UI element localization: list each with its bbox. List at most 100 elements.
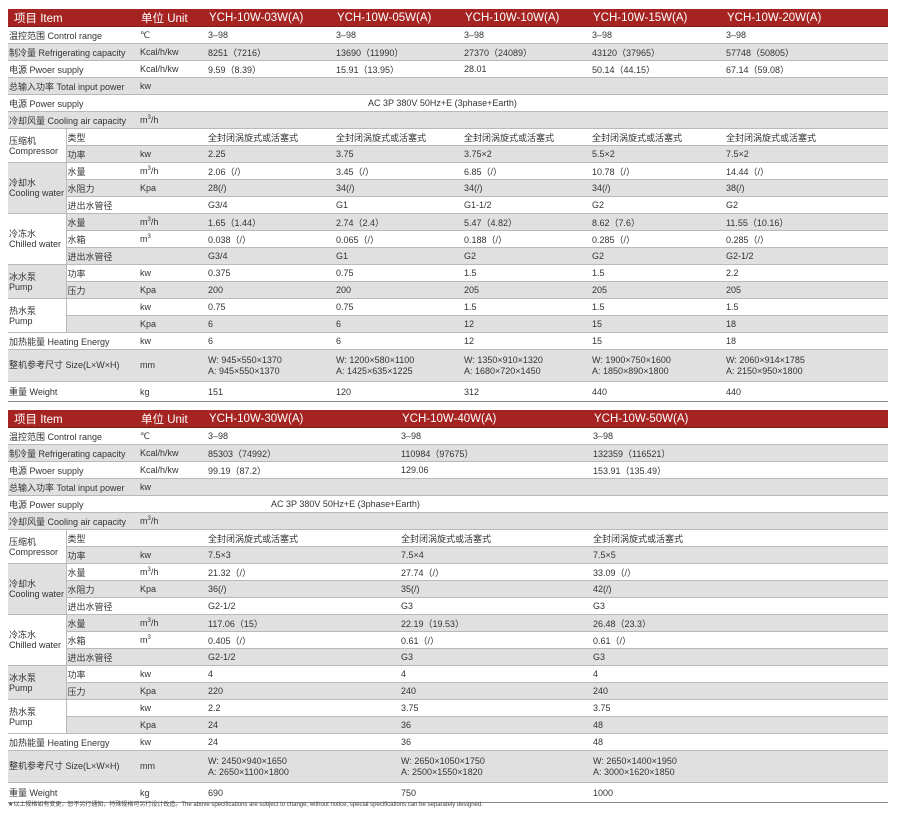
row-value	[723, 111, 888, 129]
row-value: 15	[589, 332, 723, 350]
row-value: 3–98	[589, 26, 723, 44]
row-value: 7.5×2	[723, 145, 888, 163]
row-value: G2	[723, 196, 888, 214]
row-label: 电源 Power supply	[8, 94, 138, 112]
group-label-en: Pump	[9, 682, 33, 693]
row-value: G2-1/2	[205, 597, 398, 615]
row-sub-label: 进出水管径	[66, 597, 138, 615]
row-value	[398, 512, 590, 530]
table-row: 压缩机 Compressor 类型 全封闭涡旋式或活塞式 全封闭涡旋式或活塞式 全封闭涡旋…	[8, 128, 888, 163]
row-group-label: 压缩机 Compressor	[8, 529, 67, 564]
table-row: 功率 kw 7.5×3 7.5×4 7.5×5	[8, 546, 888, 564]
table-header-row: 项目 Item 单位 Unit YCH-10W-03W(A) YCH-10W-05W(…	[8, 9, 888, 27]
row-value: 1000	[590, 782, 888, 803]
table-row: 重量 Weight kg 690 750 1000	[8, 782, 888, 803]
row-value: 全封闭涡旋式或活塞式	[398, 529, 590, 547]
table-row: 水箱 m3 0.405（/） 0.61（/） 0.61（/）	[8, 631, 888, 649]
header-model: YCH-10W-40W(A)	[398, 410, 590, 428]
row-group-label: 冰水泵 Pump	[8, 264, 67, 299]
size-line: A: 3000×1620×1850	[593, 766, 675, 777]
row-unit: mm	[138, 750, 205, 783]
row-unit: kw	[138, 264, 205, 282]
table-row: 整机参考尺寸 Size(L×W×H) mm W: 2450×940×1650 A: 2…	[8, 750, 888, 783]
row-value: 0.75	[333, 264, 461, 282]
row-value: 312	[461, 381, 589, 402]
row-label: 总输入功率 Total input power	[8, 77, 138, 95]
table-row: 电源 Power supply AC 3P 380V 50Hz+E (3phase…	[8, 94, 888, 112]
row-value: 120	[333, 381, 461, 402]
row-value: 3–98	[205, 427, 398, 445]
table-row: 温控范围 Control range ℃ 3–98 3–98 3–98	[8, 427, 888, 445]
row-group-label: 冷却水 Cooling water	[8, 563, 67, 615]
row-value: G1	[333, 247, 461, 265]
row-value	[205, 478, 398, 496]
row-unit: kw	[138, 733, 205, 751]
row-group-label: 热水泵 Pump	[8, 699, 67, 734]
table-row: 重量 Weight kg 151 120 312 440 440	[8, 381, 888, 402]
row-value: 5.47（4.82）	[461, 213, 589, 231]
row-value: G3/4	[205, 247, 333, 265]
footnote: ★以上规格如有变更，恕不另行通知，特殊规格可另行设计改造。The above s…	[8, 802, 483, 808]
row-value: 36(/)	[205, 580, 398, 598]
row-group-label: 冷冻水 Chilled water	[8, 614, 67, 666]
row-value: 132359（116521）	[590, 444, 888, 462]
row-sub-label: 类型	[66, 529, 138, 547]
row-value: 1.5	[589, 264, 723, 282]
row-sub-label: 水箱	[66, 631, 138, 649]
row-sub-label: 类型	[66, 128, 138, 146]
table-row: 水阻力 Kpa 28(/) 34(/) 34(/) 34(/) 38(/)	[8, 179, 888, 197]
row-value: 22.19（19.53）	[398, 614, 590, 632]
row-value: 151	[205, 381, 333, 402]
row-value: 2.25	[205, 145, 333, 163]
header-model: YCH-10W-03W(A)	[205, 9, 333, 27]
group-label-cn: 热水泵	[9, 706, 37, 717]
row-value	[205, 111, 333, 129]
row-value	[205, 77, 333, 95]
row-value: 0.188（/）	[461, 230, 589, 248]
row-value: G3	[590, 597, 888, 615]
table-row: 压力 Kpa 200 200 205 205 205	[8, 281, 888, 299]
row-value	[461, 77, 589, 95]
size-line: A: 2500×1550×1820	[401, 766, 483, 777]
spec-table-2: 项目 Item 单位 Unit YCH-10W-30W(A) YCH-10W-40W(…	[8, 410, 888, 803]
row-value: 0.285（/）	[589, 230, 723, 248]
row-value: 57748（50805）	[723, 43, 888, 61]
group-label-en: Cooling water	[9, 188, 65, 198]
row-sub-label: 水量	[66, 162, 138, 180]
group-label-en: Chilled water	[9, 640, 62, 650]
row-value	[723, 77, 888, 95]
size-line: A: 2150×950×1800	[726, 365, 803, 376]
header-model: YCH-10W-50W(A)	[590, 410, 888, 428]
row-value: 6.85（/）	[461, 162, 589, 180]
row-value: 28.01	[461, 60, 589, 78]
row-sub-label	[66, 298, 138, 316]
table-row: 冰水泵 Pump 功率 kw 4 4 4	[8, 665, 888, 700]
row-value: 15.91（13.95）	[333, 60, 461, 78]
row-value: 28(/)	[205, 179, 333, 197]
header-model: YCH-10W-30W(A)	[205, 410, 398, 428]
row-group-label: 冷却水 Cooling water	[8, 162, 67, 214]
row-label: 加热能量 Heating Energy	[8, 733, 138, 751]
size-line: W: 1200×580×1100	[336, 355, 415, 365]
table-row: Kpa 24 36 48	[8, 716, 888, 734]
table-row: 制冷量 Refrigerating capacity Kcal/h/kw 8251（…	[8, 43, 888, 61]
row-value: 全封闭涡旋式或活塞式	[333, 128, 461, 146]
row-value: 205	[723, 281, 888, 299]
row-value: 2.74（2.4）	[333, 213, 461, 231]
row-value: 2.2	[205, 699, 398, 717]
row-value: 6	[205, 315, 333, 333]
row-value: 1.5	[589, 298, 723, 316]
row-value: 48	[590, 716, 888, 734]
row-value: 3–98	[461, 26, 589, 44]
size-line: W: 1900×750×1600	[592, 355, 671, 365]
header-model: YCH-10W-10W(A)	[461, 9, 589, 27]
row-value: G1	[333, 196, 461, 214]
row-value: 15	[589, 315, 723, 333]
row-value: 1.5	[461, 264, 589, 282]
row-value: 24	[205, 733, 398, 751]
row-span-value: AC 3P 380V 50Hz+E (3phase+Earth)	[205, 495, 888, 513]
size-line: W: 2650×1400×1950	[593, 756, 677, 766]
table-row: 冷却风量 Cooling air capacity m3/h	[8, 111, 888, 129]
row-value: W: 945×550×1370 A: 945×550×1370	[205, 349, 333, 382]
row-value: 38(/)	[723, 179, 888, 197]
